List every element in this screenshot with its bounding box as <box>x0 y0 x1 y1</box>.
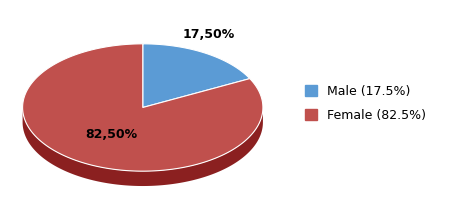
Polygon shape <box>143 44 250 108</box>
Text: 17,50%: 17,50% <box>182 28 235 41</box>
Text: 82,50%: 82,50% <box>85 128 137 141</box>
Polygon shape <box>23 44 263 171</box>
Polygon shape <box>23 108 263 186</box>
Legend: Male (17.5%), Female (82.5%): Male (17.5%), Female (82.5%) <box>304 85 426 122</box>
